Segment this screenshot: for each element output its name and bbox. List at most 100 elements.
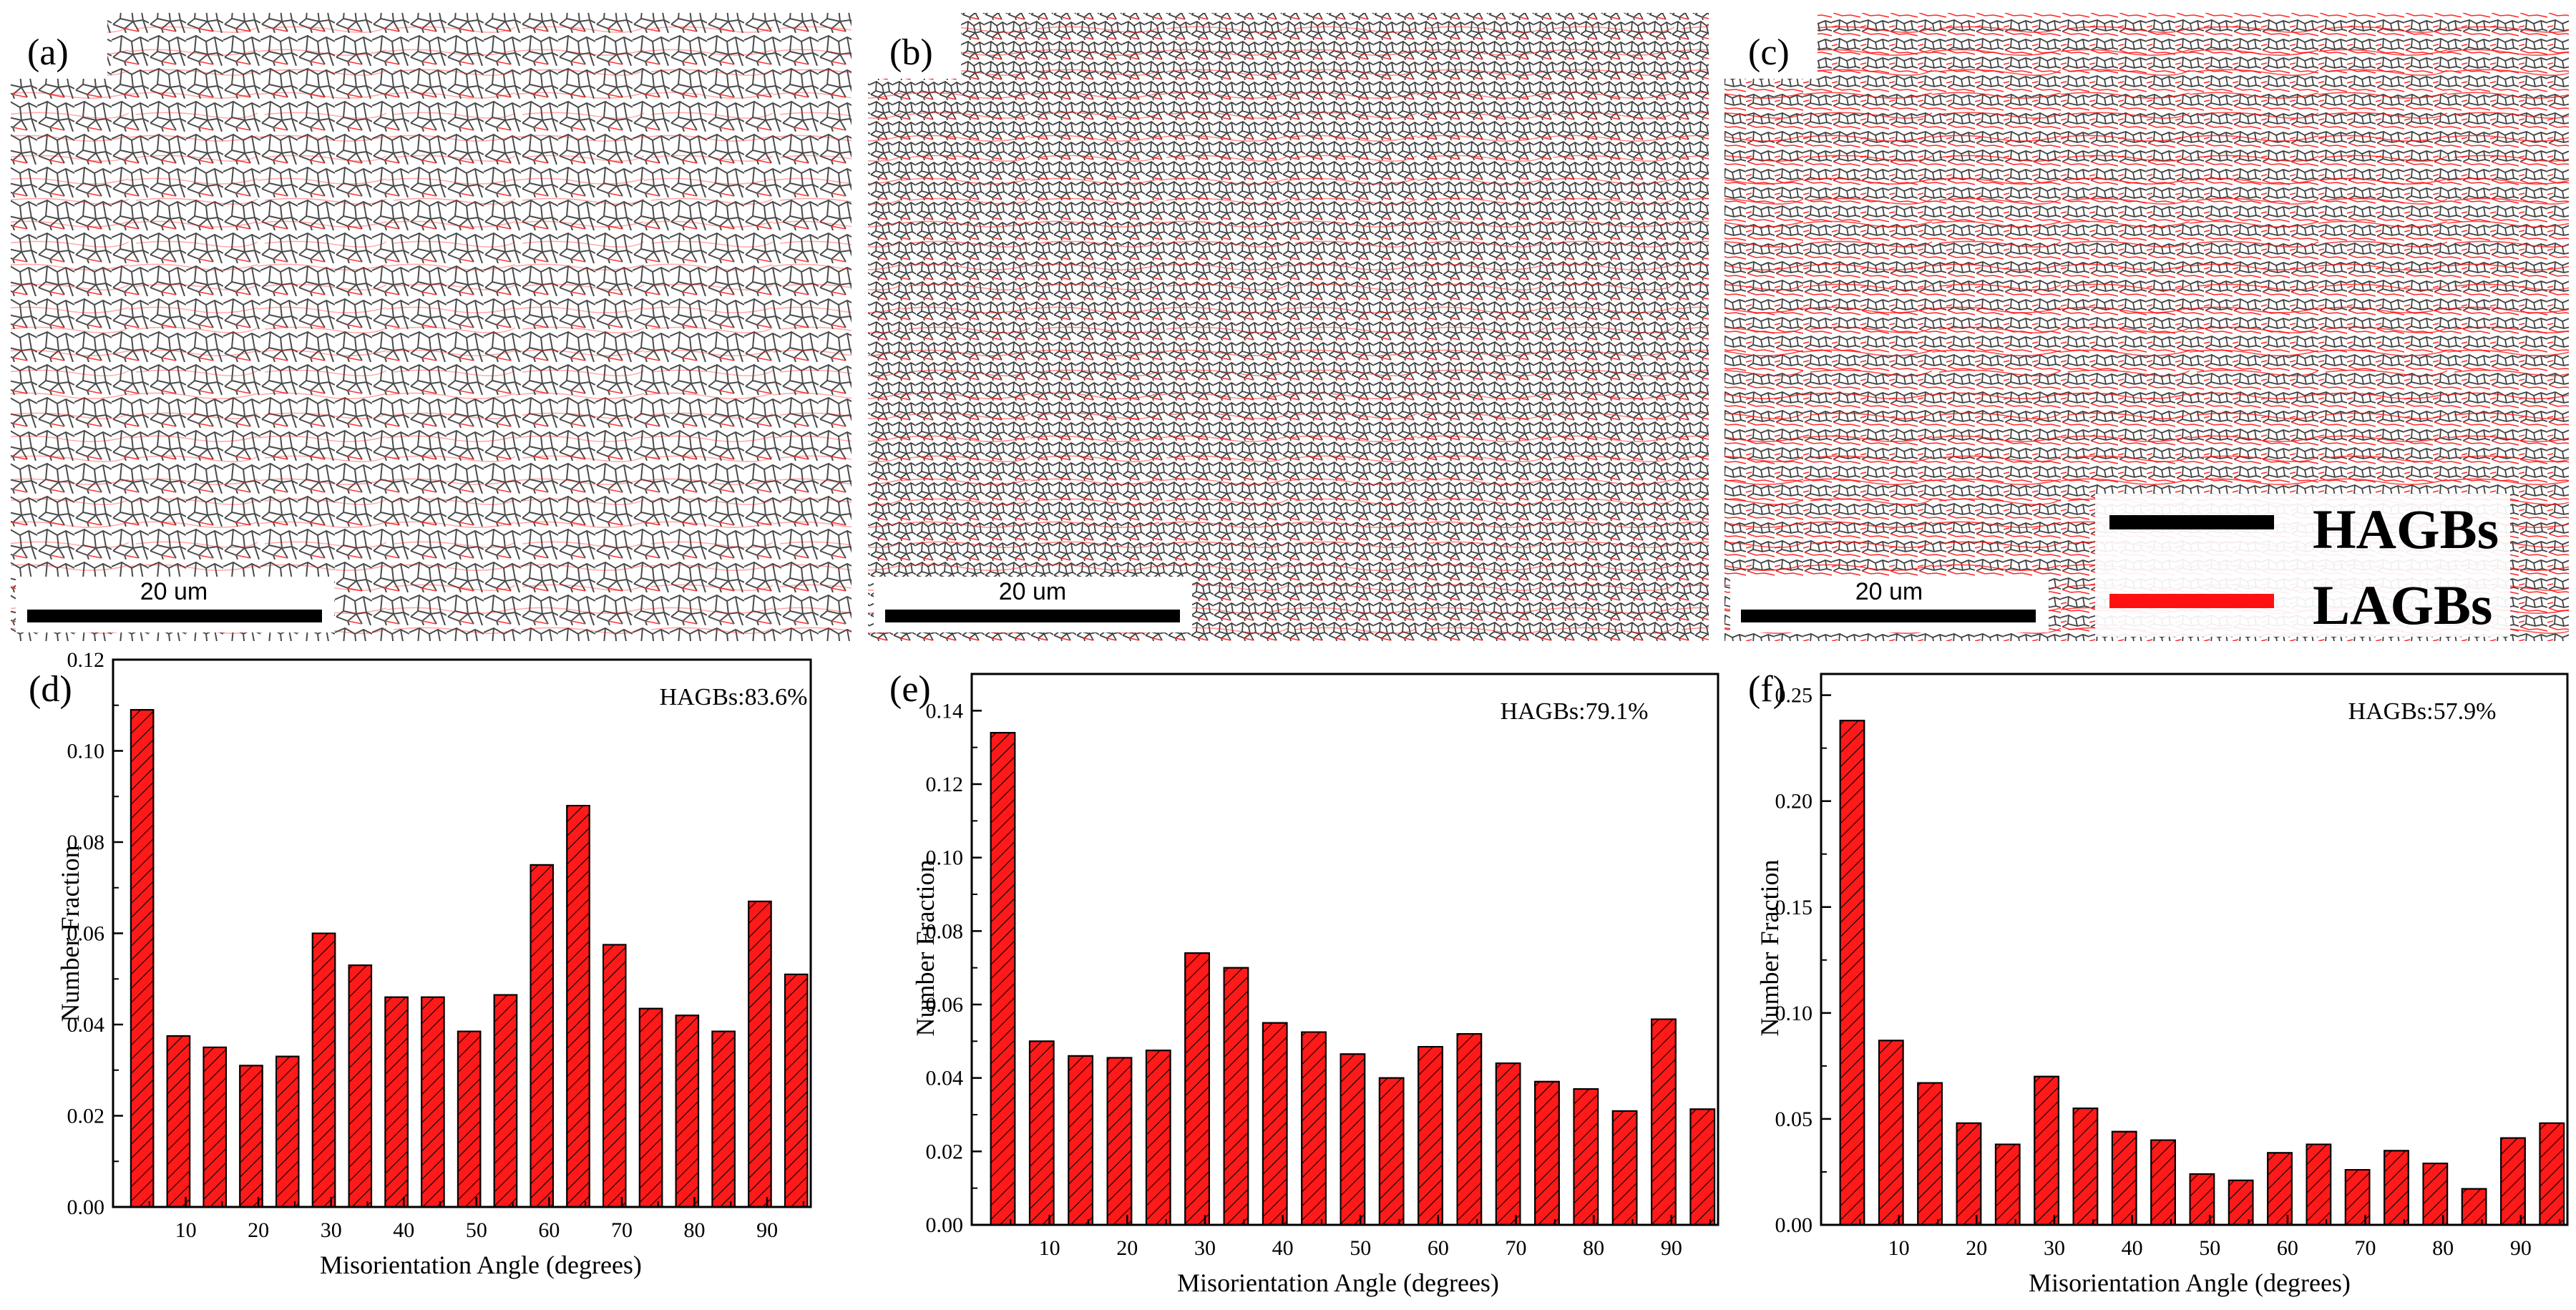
bar-hatch-d	[530, 864, 554, 1208]
y-tick-label-d: 0.06	[67, 922, 105, 946]
bar-hatch-d	[493, 994, 518, 1208]
bar-hatch-f	[2228, 1179, 2254, 1226]
x-tick-label-d: 10	[175, 1218, 197, 1242]
hagb-annotation-f: HAGBs:57.9%	[2348, 698, 2497, 725]
bar-hatch-d	[638, 1007, 663, 1208]
bar-hatch-d	[566, 805, 590, 1208]
bar-hatch-f	[2539, 1122, 2565, 1226]
bar-hatch-d	[602, 944, 627, 1208]
bar-hatch-e	[1534, 1080, 1560, 1226]
bar-hatch-f	[2306, 1143, 2332, 1226]
scale-bar-box-c	[1730, 577, 2049, 632]
x-tick-label-d: 60	[538, 1218, 560, 1242]
bar-hatch-d	[239, 1065, 263, 1208]
bar-hatch-d	[166, 1035, 191, 1208]
y-tick-label-d: 0.12	[67, 648, 105, 672]
bar-hatch-e	[1184, 952, 1210, 1226]
bar-hatch-f	[2267, 1152, 2293, 1226]
legend-swatch-lagb	[2109, 594, 2274, 608]
x-tick-label-e: 70	[1506, 1236, 1527, 1260]
bar-hatch-f	[2384, 1150, 2409, 1226]
panel-label-c: (c)	[1748, 32, 1790, 73]
panel-label-e: (e)	[889, 669, 931, 710]
bar-hatch-d	[203, 1046, 227, 1208]
bar-hatch-d	[275, 1055, 300, 1208]
scale-bar-b	[885, 610, 1180, 622]
bar-hatch-f	[2072, 1108, 2099, 1226]
bar-hatch-e	[1028, 1040, 1055, 1226]
bar-hatch-e	[1456, 1033, 1483, 1226]
bar-hatch-f	[2150, 1139, 2176, 1226]
x-tick-label-f: 50	[2199, 1236, 2220, 1260]
bar-hatch-e	[1495, 1062, 1521, 1226]
bar-hatch-e	[1068, 1055, 1093, 1226]
bar-hatch-e	[1611, 1110, 1638, 1226]
bar-hatch-d	[348, 964, 373, 1208]
y-tick-label-f: 0.10	[1775, 1002, 1813, 1025]
scale-bar-box-b	[874, 577, 1192, 632]
bar-hatch-e	[1418, 1046, 1443, 1226]
bar-hatch-f	[1994, 1143, 2021, 1226]
bar-hatch-f	[2034, 1075, 2059, 1226]
boundary-legend: HAGBs LAGBs	[2095, 494, 2510, 637]
histogram-d: (d) HAGBs:83.6% Misorientation Angle (de…	[29, 648, 812, 1279]
x-tick-label-d: 50	[466, 1218, 487, 1242]
scale-bar-label-b: 20 um	[999, 578, 1067, 605]
x-tick-label-e: 10	[1039, 1236, 1060, 1260]
scale-bar-c	[1741, 610, 2036, 622]
bar-hatch-f	[1917, 1082, 1943, 1226]
scale-bar-label-a: 20 um	[140, 578, 208, 605]
bar-hatch-e	[1689, 1108, 1716, 1226]
bar-hatch-d	[421, 996, 445, 1208]
plot-frame-e	[970, 673, 1719, 1226]
hagb-annotation-d: HAGBs:83.6%	[660, 684, 808, 710]
x-tick-label-d: 70	[611, 1218, 633, 1242]
x-tick-label-f: 60	[2277, 1236, 2298, 1260]
y-tick-label-d: 0.04	[67, 1013, 105, 1037]
bar-hatch-e	[1573, 1088, 1599, 1226]
bar-hatch-f	[2461, 1188, 2487, 1226]
scale-bar-a	[27, 610, 322, 622]
bar-hatch-f	[2500, 1137, 2526, 1226]
y-tick-label-e: 0.12	[926, 773, 964, 796]
grain-map-c: (c) 20 um HAGBs LAGBs	[1724, 13, 2569, 641]
bar-hatch-d	[384, 996, 409, 1208]
x-tick-label-d: 20	[248, 1218, 269, 1242]
bar-hatch-d	[784, 973, 809, 1208]
x-tick-label-f: 30	[2044, 1236, 2065, 1260]
y-tick-label-f: 0.20	[1775, 790, 1813, 813]
bar-hatch-f	[2111, 1130, 2137, 1226]
grain-map-a: (a) 20 um	[11, 13, 852, 641]
bar-hatch-d	[711, 1030, 736, 1208]
bar-hatch-d	[748, 900, 772, 1208]
bar-hatch-e	[990, 732, 1016, 1226]
x-tick-label-e: 50	[1350, 1236, 1371, 1260]
bar-hatch-e	[1378, 1077, 1405, 1226]
bar-hatch-e	[1301, 1031, 1327, 1226]
x-tick-label-e: 40	[1272, 1236, 1294, 1260]
legend-label-hagb: HAGBs	[2313, 498, 2499, 560]
bar-hatch-e	[1223, 967, 1249, 1226]
panel-label-f: (f)	[1748, 669, 1785, 710]
x-tick-label-e: 90	[1661, 1236, 1682, 1260]
x-tick-label-f: 80	[2432, 1236, 2454, 1260]
x-tick-label-f: 70	[2355, 1236, 2376, 1260]
y-tick-label-e: 0.00	[926, 1213, 964, 1237]
y-tick-label-e: 0.10	[926, 846, 964, 870]
bar-hatch-e	[1145, 1050, 1171, 1226]
x-tick-label-d: 90	[756, 1218, 778, 1242]
bar-hatch-e	[1262, 1022, 1288, 1226]
y-tick-label-f: 0.15	[1775, 896, 1813, 919]
histogram-f: (f) HAGBs:57.9% Misorientation Angle (de…	[1748, 669, 2569, 1297]
plot-frame-f	[1820, 673, 2569, 1226]
bar-hatch-d	[130, 709, 155, 1208]
y-axis-title-f: Number Fraction	[1755, 860, 1784, 1037]
x-tick-label-f: 20	[1966, 1236, 1987, 1260]
panel-label-d: (d)	[29, 669, 72, 710]
y-tick-label-f: 0.05	[1775, 1108, 1813, 1131]
x-tick-label-f: 90	[2510, 1236, 2532, 1260]
grain-map-b: (b) 20 um	[868, 13, 1709, 641]
y-tick-label-e: 0.08	[926, 919, 964, 943]
y-axis-title-e: Number Fraction	[911, 860, 940, 1037]
y-axis-title-d: Number Fraction	[56, 846, 84, 1022]
